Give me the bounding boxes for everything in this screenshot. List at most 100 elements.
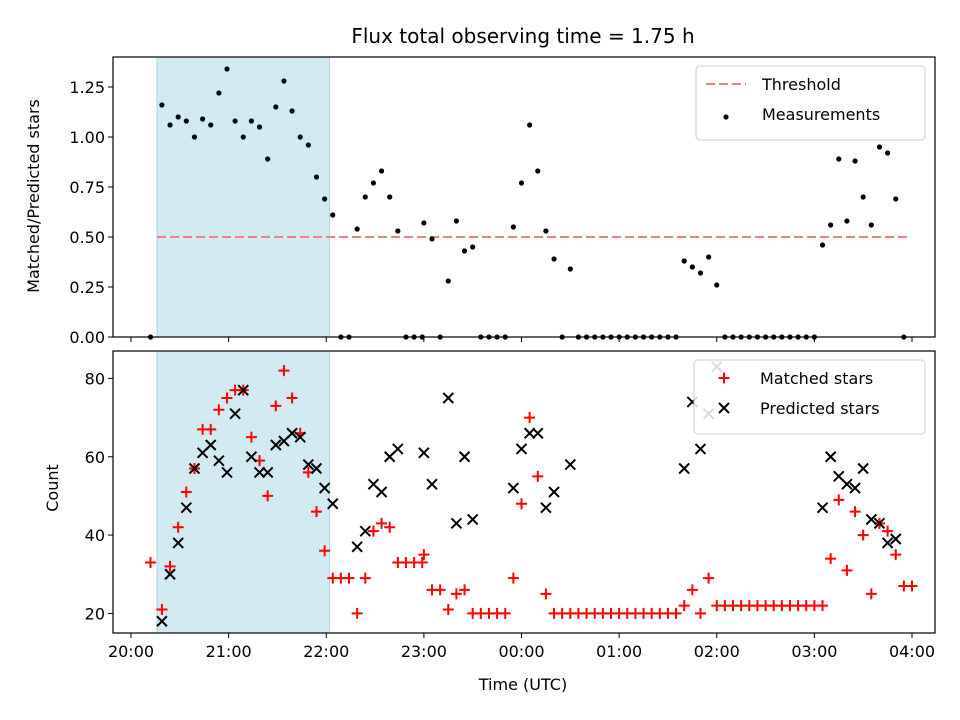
data-point (156, 604, 168, 615)
data-point (270, 439, 282, 451)
data-point (208, 122, 214, 128)
data-point (362, 194, 368, 200)
data-point (310, 506, 322, 518)
data-point (273, 104, 279, 110)
data-point (535, 168, 541, 174)
x-tick-label: 23:00 (401, 642, 447, 661)
data-point (354, 226, 360, 232)
data-point (205, 423, 217, 435)
series-predicted-stars (156, 360, 902, 627)
x-tick-label: 22:00 (303, 642, 349, 661)
data-point (191, 134, 198, 140)
data-point (697, 270, 704, 276)
data-point (302, 458, 315, 471)
data-point (678, 462, 690, 475)
data-point (516, 498, 527, 510)
data-point (156, 615, 168, 627)
data-point (876, 144, 883, 150)
top-panel: 0.00 0.25 0.50 0.75 1.00 1.25 Threshold Measure… (69, 56, 936, 347)
data-point (857, 529, 869, 541)
legend-label: Threshold (761, 75, 841, 94)
legend-plus-swatch (718, 372, 730, 384)
data-point (359, 525, 372, 537)
x-tick-label: 00:00 (498, 642, 544, 661)
data-point (689, 264, 695, 270)
data-point (294, 431, 306, 443)
data-point (367, 525, 379, 537)
data-point (532, 470, 544, 482)
data-point (245, 451, 258, 463)
legend-label: Matched stars (760, 369, 873, 388)
data-point (507, 482, 520, 494)
data-point (359, 572, 371, 584)
legend-box (695, 65, 926, 141)
data-point (857, 462, 869, 475)
data-point (852, 158, 858, 164)
data-point (461, 248, 468, 254)
data-point (686, 584, 698, 596)
y-tick-label: 0.00 (69, 328, 105, 347)
data-point (890, 549, 902, 561)
y-tick-label: 1.25 (69, 78, 105, 97)
plot-frame (112, 350, 936, 634)
data-point (164, 568, 176, 580)
series-matched-stars (145, 365, 918, 619)
data-point (172, 537, 184, 549)
data-point (833, 494, 845, 506)
legend-dot-swatch (723, 114, 729, 120)
y-tick-label: 0.25 (69, 278, 105, 297)
data-point (145, 557, 157, 568)
legend: Matched stars Predicted stars (693, 359, 926, 435)
data-point (221, 466, 233, 479)
data-point (458, 451, 471, 463)
y-axis-label-top: Matched/Predicted stars (24, 99, 43, 293)
data-point (351, 607, 363, 619)
legend: Threshold Measurements (695, 65, 926, 141)
data-point (232, 118, 238, 124)
data-point (434, 584, 446, 596)
data-point (523, 427, 536, 439)
data-point (159, 102, 165, 108)
data-point (270, 400, 282, 412)
data-point (237, 384, 249, 396)
data-point (429, 236, 435, 242)
y-tick-label: 20 (85, 604, 105, 623)
y-tick-label: 40 (85, 526, 105, 545)
data-point (253, 466, 266, 479)
data-point (442, 392, 454, 404)
data-point (453, 218, 460, 224)
chart-title: Flux total observing time = 1.75 h (351, 24, 694, 48)
data-point (426, 478, 438, 490)
data-point (703, 572, 715, 584)
data-point (180, 486, 192, 498)
data-point (906, 580, 918, 592)
data-point (281, 78, 287, 84)
data-point (681, 258, 687, 264)
data-point (240, 134, 246, 140)
y-tick-label: 0.50 (69, 228, 105, 247)
data-point (370, 180, 377, 186)
data-point (224, 66, 230, 72)
data-point (450, 588, 462, 600)
data-point (322, 196, 328, 202)
legend-x-swatch (718, 402, 730, 414)
data-point (532, 427, 544, 439)
observing-interval-shade (157, 57, 330, 337)
data-point (884, 150, 891, 156)
data-point (706, 254, 712, 260)
data-point (318, 482, 331, 494)
data-point (310, 462, 323, 475)
data-point (470, 244, 476, 250)
x-tick-label: 03:00 (791, 642, 837, 661)
data-point (289, 108, 295, 114)
data-point (819, 242, 826, 248)
y-tick-label: 60 (85, 448, 105, 467)
data-point (551, 256, 557, 262)
data-point (216, 90, 222, 96)
legend-label: Predicted stars (760, 399, 880, 418)
data-point (865, 513, 878, 526)
data-point (507, 572, 519, 584)
y-tick-label: 1.00 (69, 128, 105, 147)
data-point (714, 282, 720, 288)
data-point (518, 180, 525, 186)
